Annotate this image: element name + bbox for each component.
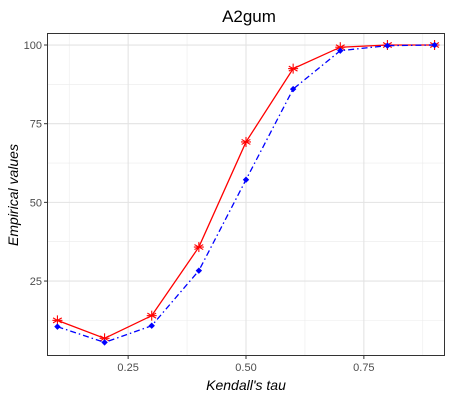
series-1-point xyxy=(146,310,157,321)
series-1-point xyxy=(288,63,299,74)
y-tick-label: 75 xyxy=(30,119,42,131)
x-axis-label: Kendall's tau xyxy=(206,377,286,393)
y-tick-label: 100 xyxy=(24,40,42,52)
series-2-point xyxy=(289,85,297,93)
series-1-point xyxy=(193,242,204,253)
series-2-point xyxy=(148,322,155,329)
series-2-point xyxy=(101,339,108,346)
series-2-point xyxy=(431,41,438,49)
series-1-point xyxy=(241,136,251,147)
series-2-point xyxy=(195,267,203,274)
series-2-point xyxy=(384,42,391,49)
x-tick-label: 0.25 xyxy=(117,362,138,374)
grid xyxy=(48,34,444,355)
y-tick-label: 50 xyxy=(30,197,42,209)
axes: 0.25 0.50 0.75 25 50 75 100 xyxy=(24,40,375,374)
series-2-point xyxy=(242,176,250,183)
chart-title: A2gum xyxy=(222,7,276,26)
y-axis-label: Empirical values xyxy=(5,144,21,246)
y-tick-label: 25 xyxy=(30,276,42,288)
series-2-point xyxy=(54,323,61,330)
series-1-point xyxy=(99,333,110,344)
x-tick-label: 0.50 xyxy=(235,362,256,374)
series-2-point xyxy=(337,47,344,54)
series-group xyxy=(52,40,440,346)
x-tick-label: 0.75 xyxy=(353,362,374,374)
